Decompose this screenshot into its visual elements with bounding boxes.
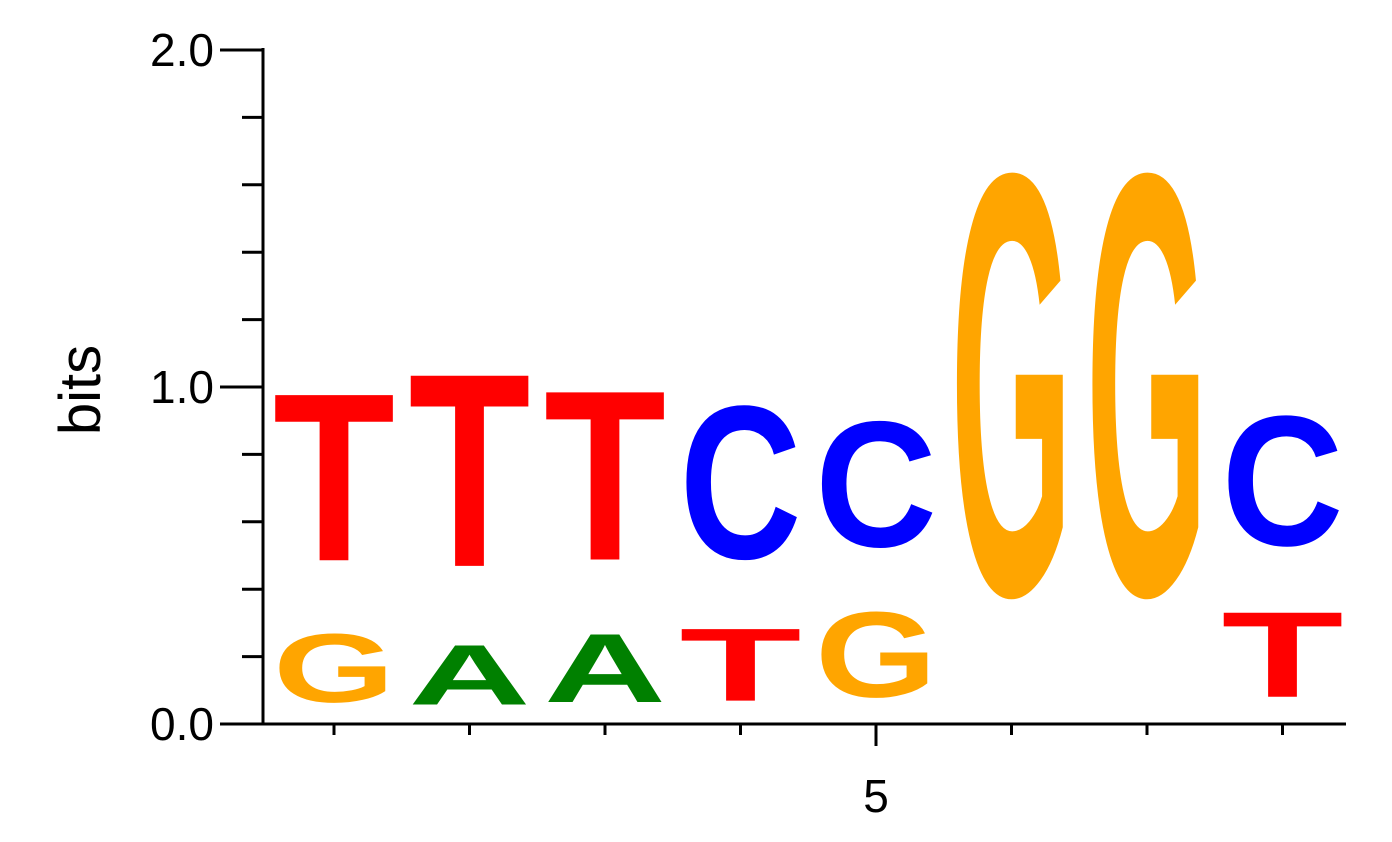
logo-letter-glyph: G: [273, 614, 395, 723]
logo-letter-T-pos-8: T: [1222, 587, 1344, 723]
logo-letter-G-pos-1: G: [273, 614, 395, 723]
y-tick-label: 0.0: [150, 698, 214, 750]
y-axis-title: bits: [48, 345, 113, 435]
axes: 0.0 1.0 2.0 5 bits: [48, 24, 1346, 822]
logo-letter-G-pos-6: G: [951, 49, 1073, 722]
logo-letter-glyph: C: [680, 361, 802, 605]
logo-letter-glyph: C: [815, 383, 937, 584]
logo-letter-C-pos-8: C: [1222, 377, 1344, 585]
y-ticks: 0.0 1.0 2.0: [150, 24, 263, 750]
logo-letter-C-pos-4: C: [680, 361, 802, 605]
logo-letter-A-pos-3: A: [544, 614, 666, 723]
logo-letter-G-pos-5: G: [815, 586, 937, 722]
logo-letter-glyph: T: [680, 607, 802, 723]
logo-letter-glyph: T: [409, 317, 531, 625]
logo-letter-glyph: T: [544, 341, 666, 612]
y-tick-label: 1.0: [150, 361, 214, 413]
logo-letter-glyph: G: [951, 49, 1073, 722]
logo-letter-glyph: G: [815, 586, 937, 722]
x-tick-label: 5: [863, 770, 889, 822]
logo-letter-T-pos-2: T: [409, 317, 531, 625]
logo-letter-T-pos-1: T: [273, 343, 395, 612]
logo-letter-T-pos-4: T: [680, 607, 802, 723]
x-ticks: 5: [332, 724, 1284, 822]
logo-letter-glyph: C: [1222, 377, 1344, 585]
logo-letter-glyph: A: [544, 614, 666, 723]
logo-letter-glyph: G: [1086, 49, 1208, 722]
logo-letter-C-pos-5: C: [815, 383, 937, 584]
logo-letter-glyph: T: [273, 343, 395, 612]
logo-letter-G-pos-7: G: [1086, 49, 1208, 722]
logo-letter-T-pos-3: T: [544, 341, 666, 612]
logo-letter-glyph: T: [1222, 587, 1344, 723]
logo-letter-glyph: A: [409, 628, 531, 723]
logo-letter-A-pos-2: A: [409, 628, 531, 723]
y-tick-label: 2.0: [150, 24, 214, 76]
